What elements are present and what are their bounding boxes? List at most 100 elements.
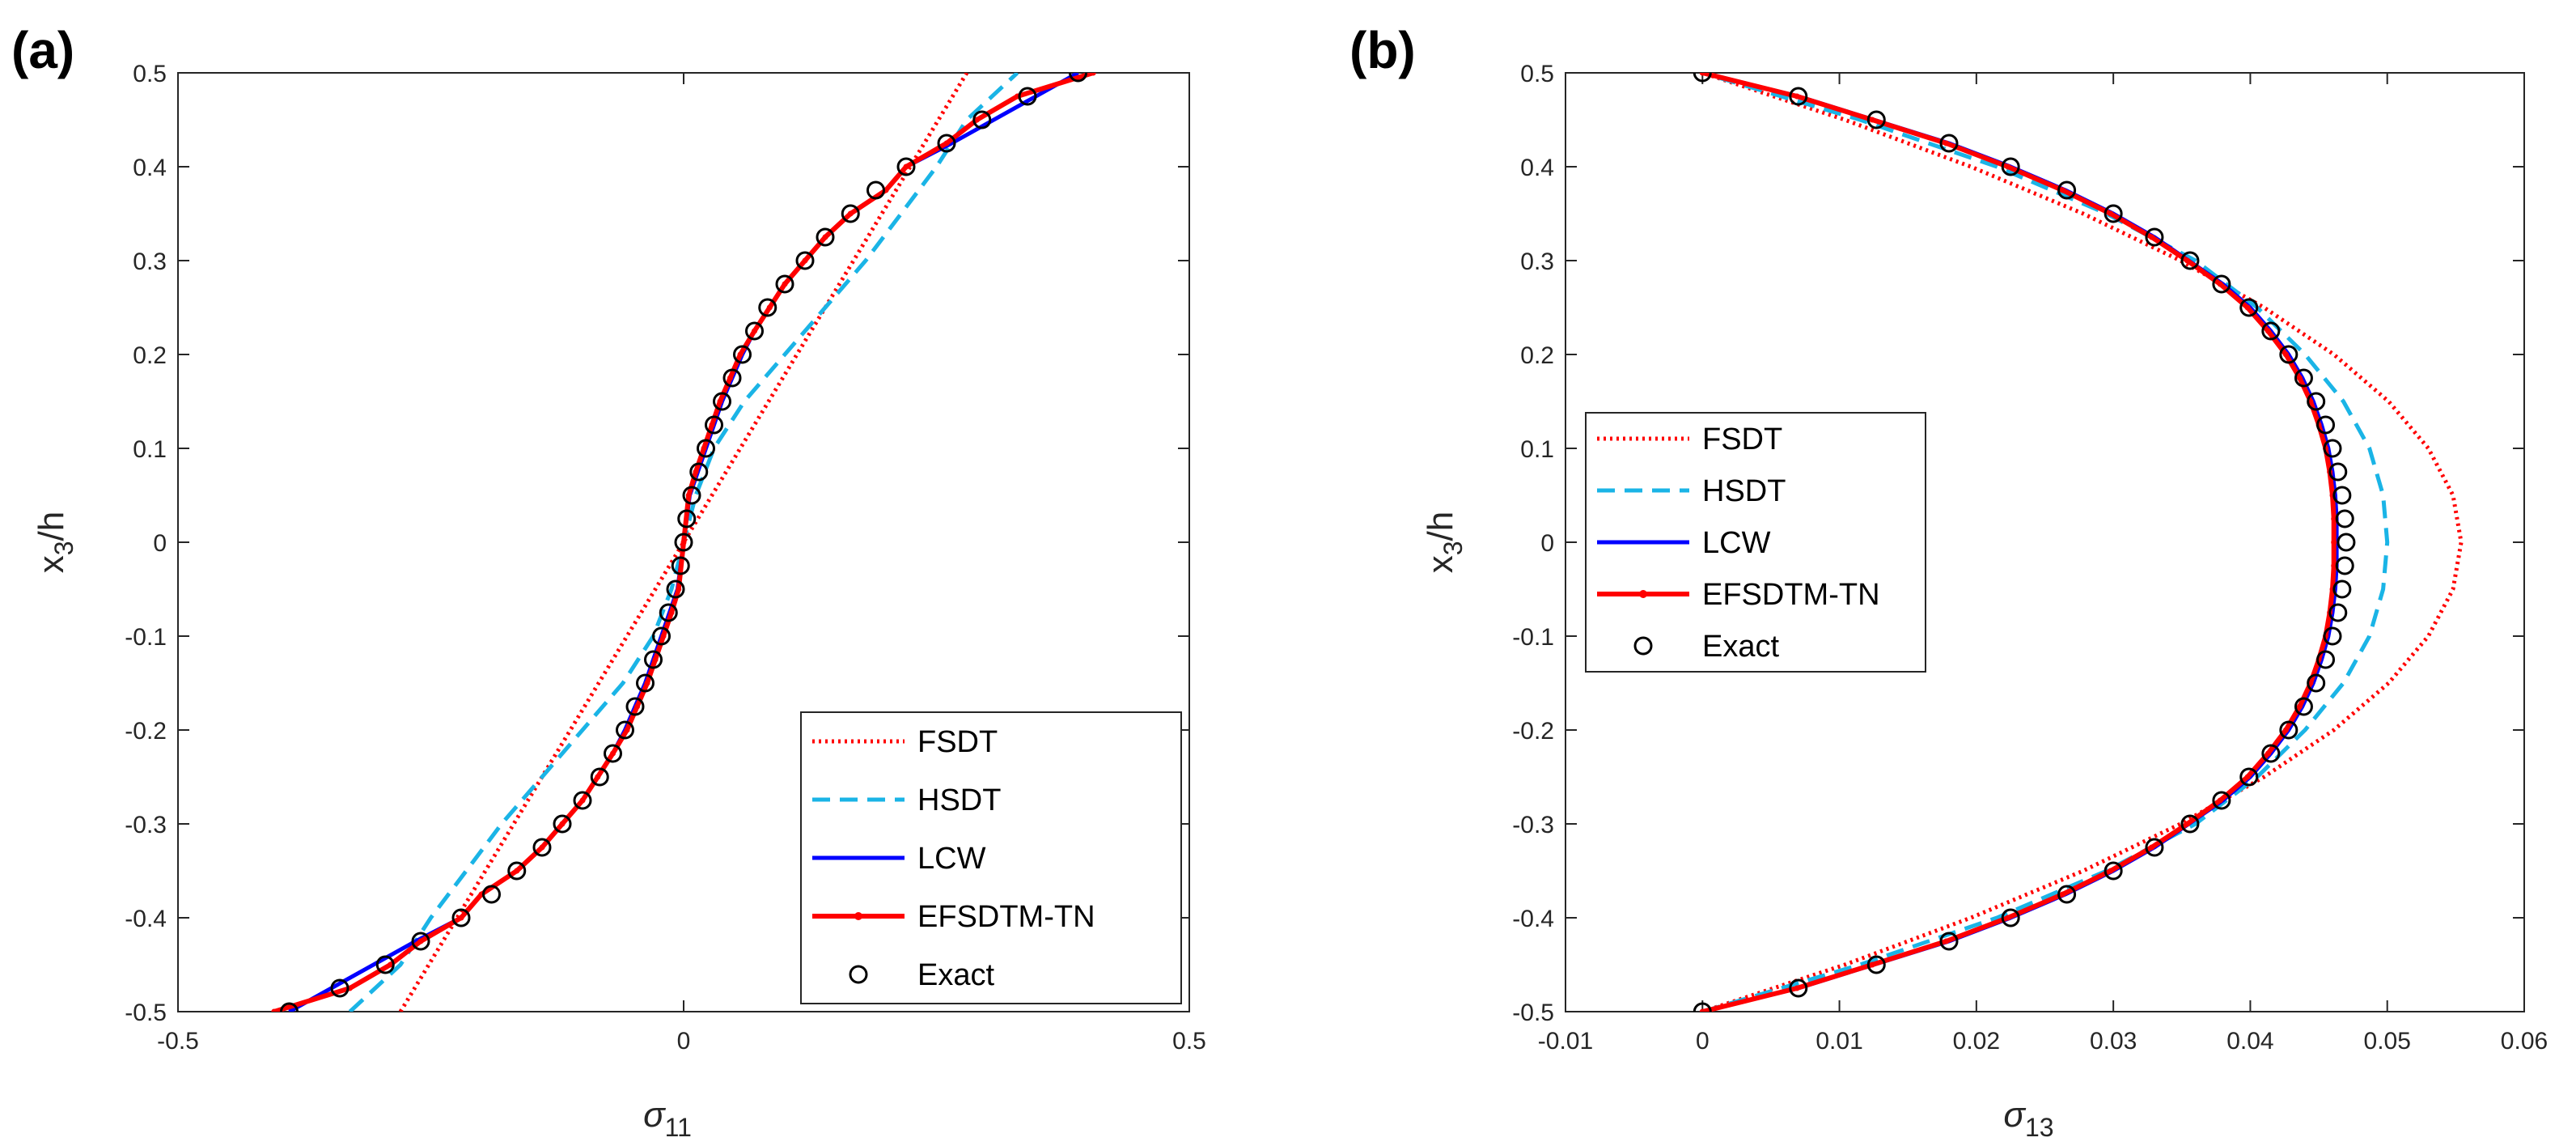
exact-point [644, 650, 663, 669]
exact-point [2212, 791, 2231, 810]
legend-entry-fsdt: FSDT [1702, 422, 1782, 456]
exact-point [1866, 955, 1886, 974]
series-point-efsdtm-tn [709, 422, 715, 428]
series-point-efsdtm-tn [652, 656, 659, 663]
legend-entry-fsdt: FSDT [917, 725, 998, 759]
exact-point [2057, 180, 2077, 200]
exact-point [2279, 345, 2298, 364]
exact-point [2104, 861, 2123, 881]
exact-point [2180, 251, 2200, 270]
exact-point [1789, 978, 1808, 998]
x-tick-label: 0.03 [2090, 1028, 2137, 1055]
panel-label: (b) [1349, 21, 1416, 79]
series-point-efsdtm-tn [693, 469, 699, 475]
exact-point [2307, 392, 2326, 411]
exact-point [2316, 650, 2336, 669]
exact-point [2337, 533, 2356, 552]
exact-point [2307, 673, 2326, 693]
series-point-efsdtm-tn [2149, 844, 2155, 851]
y-tick-label: -0.4 [1512, 906, 1554, 932]
exact-point [2057, 885, 2077, 904]
exact-point [2335, 556, 2354, 575]
exact-point [2239, 298, 2259, 317]
series-point-efsdtm-tn [766, 304, 773, 311]
x-tick-label: 0.01 [1815, 1028, 1862, 1055]
exact-point [2145, 838, 2164, 857]
series-line-fsdt [398, 73, 969, 1012]
y-tick-label: 0.1 [133, 436, 167, 463]
series-point-efsdtm-tn [2265, 750, 2271, 757]
y-tick-label: 0.5 [133, 61, 167, 87]
exact-point [2294, 697, 2313, 716]
series-point-efsdtm-tn [2005, 915, 2011, 921]
series-point-efsdtm-tn [727, 375, 733, 381]
legend-entry-hsdt: HSDT [917, 783, 1001, 817]
series-point-efsdtm-tn [2331, 539, 2337, 545]
legend-entry-lcw: LCW [1702, 526, 1771, 560]
y-tick-label: -0.1 [1512, 624, 1554, 651]
exact-point [1693, 1002, 1712, 1012]
legend-entry-lcw: LCW [917, 842, 986, 876]
series-point-efsdtm-tn [2149, 234, 2155, 240]
exact-point [482, 885, 501, 904]
exact-point [745, 321, 764, 341]
exact-point [722, 368, 742, 388]
y-tick-label: 0 [153, 530, 167, 557]
series-point-efsdtm-tn [717, 398, 723, 405]
exact-point [2328, 603, 2348, 622]
exact-point [674, 533, 693, 552]
exact-point [2294, 368, 2313, 388]
legend-entry-exact: Exact [917, 958, 994, 992]
series-point-efsdtm-tn [2265, 328, 2271, 334]
exact-point [2001, 908, 2020, 927]
exact-point [573, 791, 592, 810]
y-tick-label: 0.1 [1520, 436, 1554, 463]
exact-point [636, 673, 655, 693]
series-point-efsdtm-tn [417, 938, 424, 944]
legend-swatch-exact [1633, 636, 1653, 656]
series-point-efsdtm-tn [701, 445, 707, 452]
exact-point [2212, 274, 2231, 294]
series-point-efsdtm-tn [676, 586, 682, 592]
legend-entry-exact: Exact [1702, 630, 1779, 664]
exact-point [659, 603, 678, 622]
y-tick-label: -0.2 [125, 718, 167, 745]
exact-point [1939, 932, 1959, 951]
series-point-efsdtm-tn [634, 703, 640, 710]
series-point-efsdtm-tn [1090, 73, 1096, 76]
y-tick-label: 0.2 [1520, 342, 1554, 369]
exact-point [682, 486, 701, 505]
chart-panel-a: (a) -0.5 -0.4 -0.3 -0.2 -0.1 0 0.1 0.2 0.3 0.4 0.5 -… [11, 21, 1206, 1142]
exact-point [1939, 134, 1959, 153]
x-tick-label: 0.05 [2364, 1028, 2411, 1055]
y-tick-label: 0 [1540, 530, 1554, 557]
exact-point [841, 204, 860, 223]
exact-point [677, 509, 697, 528]
x-tick-label: -0.5 [157, 1028, 199, 1055]
series-point-efsdtm-tn [644, 680, 650, 686]
y-axis-label: x3/h [32, 511, 78, 574]
y-tick-label: 0.4 [1520, 155, 1554, 181]
exact-point [1866, 110, 1886, 129]
series-point-efsdtm-tn [514, 868, 520, 874]
exact-point [625, 697, 645, 716]
legend-swatch-dot-efsdtm-tn [854, 912, 862, 920]
series-point-efsdtm-tn [2296, 375, 2303, 381]
series-point-efsdtm-tn [2060, 187, 2066, 193]
exact-point [1018, 87, 1037, 106]
series-point-efsdtm-tn [685, 492, 692, 499]
exact-point [972, 110, 992, 129]
series-point-efsdtm-tn [2005, 163, 2011, 170]
y-tick-label: 0.4 [133, 155, 167, 181]
exact-point [652, 626, 671, 646]
panel-label: (a) [11, 21, 74, 79]
series-point-efsdtm-tn [2244, 774, 2251, 780]
exact-point [866, 180, 885, 200]
exact-point [2332, 486, 2352, 505]
exact-point [2261, 744, 2281, 763]
series-point-efsdtm-tn [737, 351, 744, 358]
exact-point [697, 439, 715, 458]
legend: FSDT HSDT LCW EFSDTM-TN Exact [1585, 412, 1926, 673]
exact-point [937, 134, 956, 153]
